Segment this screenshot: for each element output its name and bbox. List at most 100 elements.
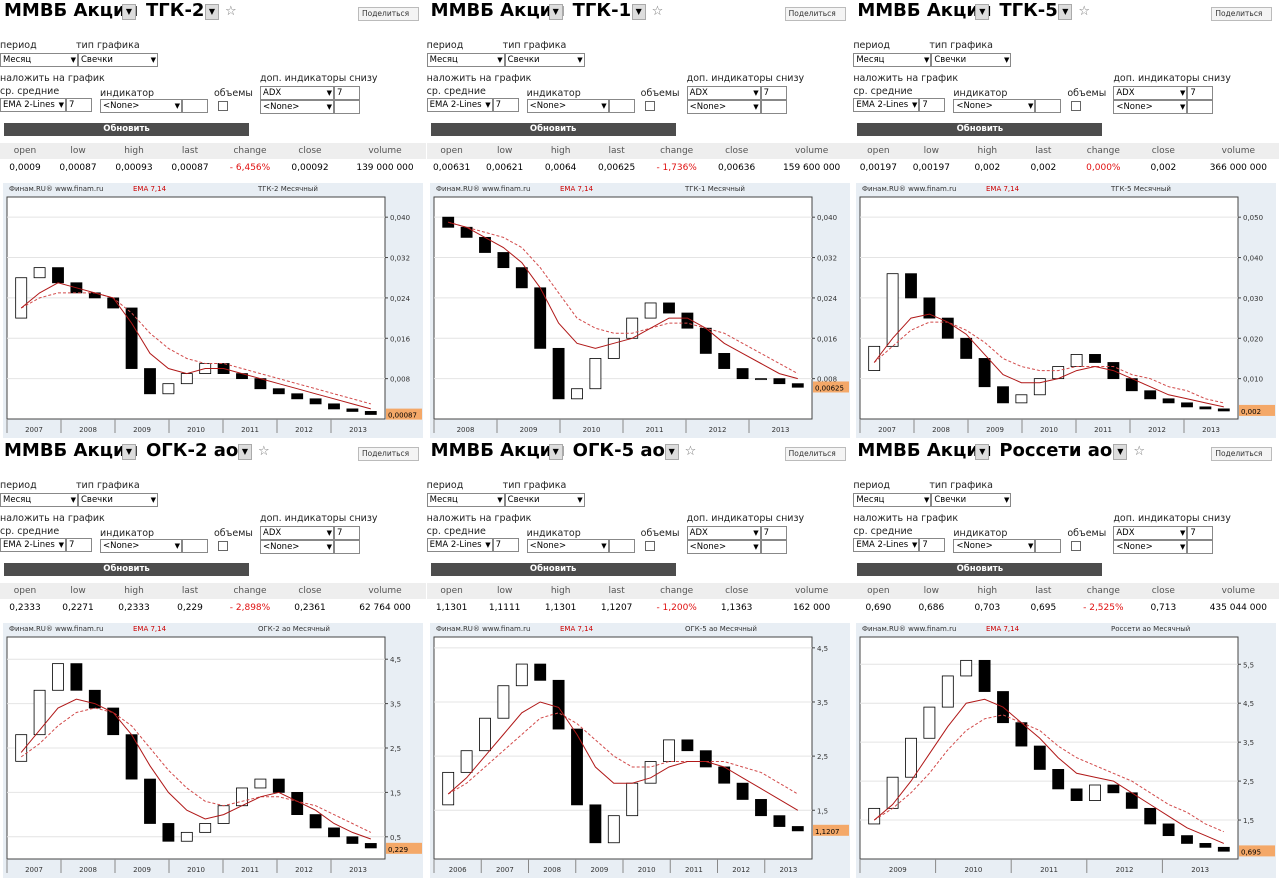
ma-select[interactable]: EMA 2-Lines — [853, 98, 920, 112]
indicator-select[interactable]: <None> — [526, 539, 609, 553]
share-button[interactable]: Поделиться — [358, 447, 419, 461]
ma-select[interactable]: EMA 2-Lines — [426, 98, 493, 112]
update-button[interactable]: Обновить — [430, 563, 676, 576]
indicator-param[interactable] — [608, 539, 635, 553]
share-button[interactable]: Поделиться — [784, 447, 846, 461]
chart-type-select[interactable]: Свечки — [78, 53, 158, 67]
favorite-star[interactable]: ☆ — [1133, 444, 1145, 459]
extra-select[interactable]: ADX — [686, 86, 761, 100]
indicator-param[interactable] — [182, 539, 208, 553]
share-button[interactable]: Поделиться — [784, 7, 846, 21]
ma-select[interactable]: EMA 2-Lines — [426, 538, 493, 552]
period-select[interactable]: Месяц — [853, 493, 932, 507]
chart-type-select[interactable]: Свечки — [504, 53, 585, 67]
extra-select[interactable]: ADX — [686, 526, 761, 540]
ticker-dropdown[interactable]: ▼ — [1113, 444, 1128, 460]
extra-param[interactable]: 7 — [1187, 526, 1214, 540]
chart-type-select[interactable]: Свечки — [931, 493, 1012, 507]
share-button[interactable]: Поделиться — [1211, 447, 1273, 461]
favorite-star[interactable]: ☆ — [1078, 4, 1090, 19]
indicator-select[interactable]: <None> — [100, 99, 182, 113]
share-button[interactable]: Поделиться — [358, 7, 419, 21]
exchange-dropdown[interactable]: ▼ — [548, 444, 563, 460]
exchange-dropdown[interactable]: ▼ — [122, 4, 136, 20]
indicator-select[interactable]: <None> — [526, 99, 609, 113]
favorite-star[interactable]: ☆ — [258, 444, 270, 459]
favorite-star[interactable]: ☆ — [684, 444, 697, 459]
update-button[interactable]: Обновить — [857, 123, 1103, 136]
ma-select[interactable]: EMA 2-Lines — [0, 98, 66, 112]
volumes-checkbox[interactable] — [1071, 101, 1082, 111]
ma-period[interactable]: 7 — [66, 98, 92, 112]
chart-type-select[interactable]: Свечки — [504, 493, 585, 507]
share-button[interactable]: Поделиться — [1211, 7, 1273, 21]
extra-param[interactable]: 7 — [334, 86, 360, 100]
ma-period[interactable]: 7 — [66, 538, 92, 552]
quote-header: open — [13, 146, 37, 156]
extra-select[interactable]: ADX — [260, 86, 334, 100]
extra-param[interactable]: 7 — [1187, 86, 1214, 100]
extra-param[interactable]: 7 — [334, 526, 360, 540]
extra2-select[interactable]: <None> — [260, 100, 334, 114]
extra2-param[interactable] — [1187, 540, 1214, 554]
update-button[interactable]: Обновить — [430, 123, 676, 136]
period-select[interactable]: Месяц — [0, 53, 78, 67]
ma-period[interactable]: 7 — [492, 98, 519, 112]
update-button[interactable]: Обновить — [857, 563, 1103, 576]
exchange-dropdown[interactable]: ▼ — [548, 4, 563, 20]
extra2-param[interactable] — [760, 540, 787, 554]
indicator-param[interactable] — [1035, 99, 1062, 113]
update-button[interactable]: Обновить — [4, 123, 249, 136]
extra2-param[interactable] — [1187, 100, 1214, 114]
extra-param[interactable]: 7 — [760, 86, 787, 100]
period-select[interactable]: Месяц — [426, 53, 505, 67]
extra-select[interactable]: ADX — [260, 526, 334, 540]
extra-param[interactable]: 7 — [760, 526, 787, 540]
exchange-dropdown[interactable]: ▼ — [122, 444, 136, 460]
volumes-checkbox[interactable] — [218, 101, 228, 111]
extra2-select[interactable]: <None> — [686, 540, 761, 554]
favorite-star[interactable]: ☆ — [225, 4, 237, 19]
volumes-checkbox[interactable] — [218, 541, 228, 551]
ticker-dropdown[interactable]: ▼ — [205, 4, 219, 20]
extra2-select[interactable]: <None> — [1113, 100, 1188, 114]
quote-header: volume — [368, 146, 402, 156]
extra2-select[interactable]: <None> — [1113, 540, 1188, 554]
ticker-dropdown[interactable]: ▼ — [1058, 4, 1073, 20]
extra-select[interactable]: ADX — [1113, 86, 1188, 100]
ticker-dropdown[interactable]: ▼ — [664, 444, 679, 460]
indicator-select[interactable]: <None> — [953, 99, 1036, 113]
exchange-dropdown[interactable]: ▼ — [975, 4, 990, 20]
quote-header: last — [181, 586, 199, 596]
ma-period[interactable]: 7 — [919, 98, 946, 112]
extra2-select[interactable]: <None> — [260, 540, 334, 554]
ma-select[interactable]: EMA 2-Lines — [0, 538, 66, 552]
extra2-select[interactable]: <None> — [686, 100, 761, 114]
extra2-param[interactable] — [334, 540, 360, 554]
extra2-param[interactable] — [760, 100, 787, 114]
chart-type-select[interactable]: Свечки — [78, 493, 158, 507]
period-select[interactable]: Месяц — [853, 53, 932, 67]
indicator-param[interactable] — [182, 99, 208, 113]
extra-select[interactable]: ADX — [1113, 526, 1188, 540]
indicator-param[interactable] — [1035, 539, 1062, 553]
ticker-dropdown[interactable]: ▼ — [238, 444, 252, 460]
indicator-param[interactable] — [608, 99, 635, 113]
volumes-checkbox[interactable] — [644, 541, 655, 551]
exchange-dropdown[interactable]: ▼ — [975, 444, 990, 460]
update-button[interactable]: Обновить — [4, 563, 249, 576]
ma-select[interactable]: EMA 2-Lines — [853, 538, 920, 552]
ticker-dropdown[interactable]: ▼ — [631, 4, 646, 20]
candle — [328, 827, 340, 838]
chart-type-select[interactable]: Свечки — [931, 53, 1012, 67]
volumes-checkbox[interactable] — [1071, 541, 1082, 551]
extra2-param[interactable] — [334, 100, 360, 114]
favorite-star[interactable]: ☆ — [651, 4, 664, 19]
indicator-select[interactable]: <None> — [953, 539, 1036, 553]
ma-period[interactable]: 7 — [919, 538, 946, 552]
period-select[interactable]: Месяц — [0, 493, 78, 507]
period-select[interactable]: Месяц — [426, 493, 505, 507]
ma-period[interactable]: 7 — [492, 538, 519, 552]
volumes-checkbox[interactable] — [644, 101, 655, 111]
indicator-select[interactable]: <None> — [100, 539, 182, 553]
